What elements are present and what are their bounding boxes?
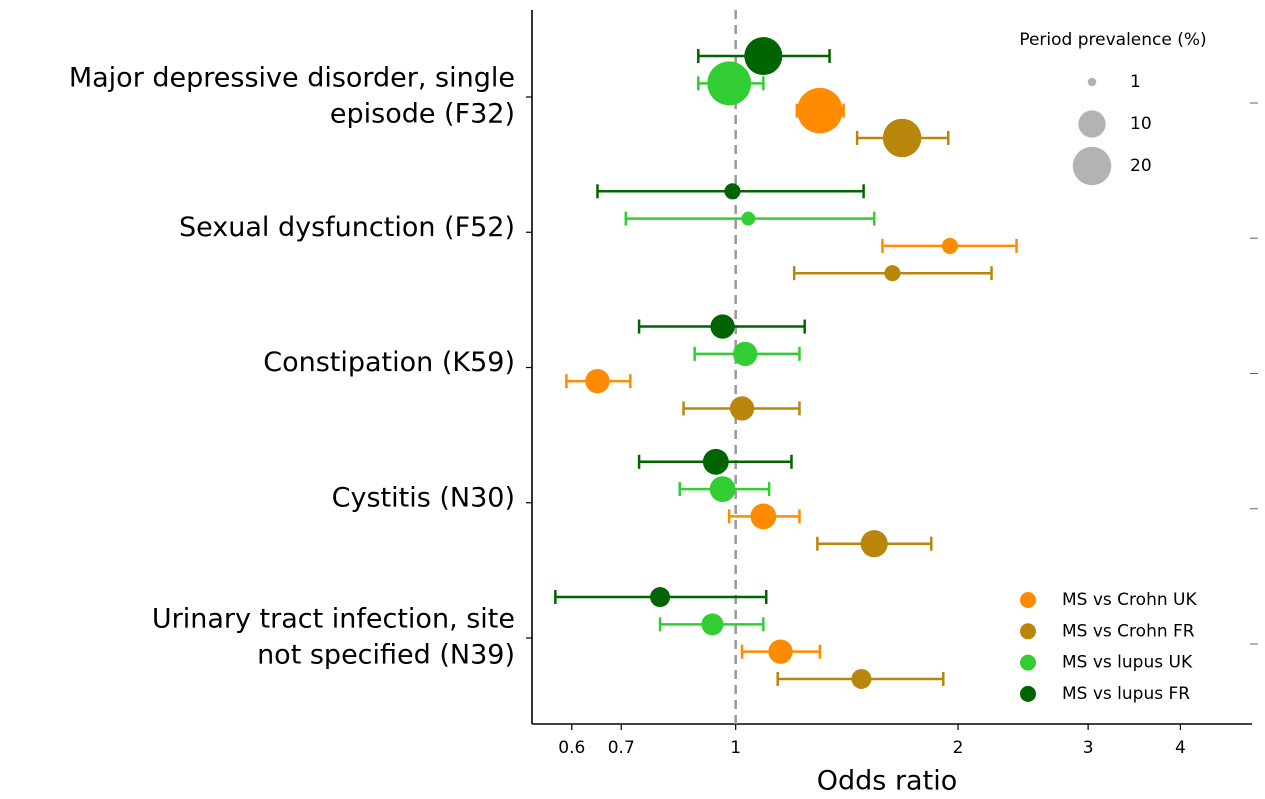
category-label: Urinary tract infection, site	[152, 604, 515, 635]
point	[860, 530, 888, 558]
point	[702, 448, 729, 475]
x-tick-label: 1	[730, 738, 741, 758]
category-label: Major depressive disorder, single	[69, 63, 515, 94]
legend-marker	[1020, 685, 1036, 702]
legend-marker	[1020, 592, 1036, 608]
x-tick-label: 0.7	[608, 738, 635, 758]
category-label: episode (F32)	[330, 99, 515, 130]
legend-label: MS vs Crohn UK	[1062, 590, 1197, 610]
size-legend-label: 20	[1130, 156, 1152, 176]
legend-label: MS vs Crohn FR	[1062, 621, 1195, 641]
legend-marker	[1020, 623, 1036, 640]
point	[851, 668, 872, 689]
x-tick-label: 4	[1175, 738, 1186, 758]
point	[797, 87, 843, 134]
point	[710, 314, 735, 339]
point	[768, 639, 793, 664]
category-label: Cystitis (N30)	[332, 482, 515, 513]
point	[707, 61, 752, 106]
x-tick-label: 2	[953, 738, 964, 758]
size-legend-title: Period prevalence (%)	[1019, 30, 1206, 50]
size-legend-label: 1	[1130, 72, 1141, 92]
point	[729, 396, 755, 421]
x-axis-label: Odds ratio	[817, 766, 957, 797]
legend-label: MS vs lupus UK	[1062, 653, 1193, 673]
point	[884, 265, 901, 282]
category-label: Sexual dysfunction (F52)	[179, 212, 515, 243]
x-tick-label: 0.6	[558, 738, 585, 758]
category-label: not specified (N39)	[257, 640, 515, 671]
point	[744, 37, 783, 76]
point	[941, 237, 958, 254]
legend-marker	[1020, 654, 1036, 671]
point	[724, 183, 741, 200]
point	[650, 587, 671, 608]
size-legend-marker	[1087, 77, 1097, 87]
size-legend-label: 10	[1130, 114, 1152, 134]
x-tick-label: 3	[1083, 738, 1094, 758]
size-legend-marker	[1072, 146, 1112, 186]
point	[709, 476, 736, 502]
point	[585, 368, 610, 394]
legend-label: MS vs lupus FR	[1062, 684, 1190, 704]
point	[882, 118, 922, 158]
point	[750, 503, 777, 530]
size-legend-marker	[1078, 110, 1106, 138]
category-label: Constipation (K59)	[263, 347, 515, 378]
point	[732, 341, 758, 367]
point	[741, 211, 756, 226]
point	[701, 613, 724, 636]
